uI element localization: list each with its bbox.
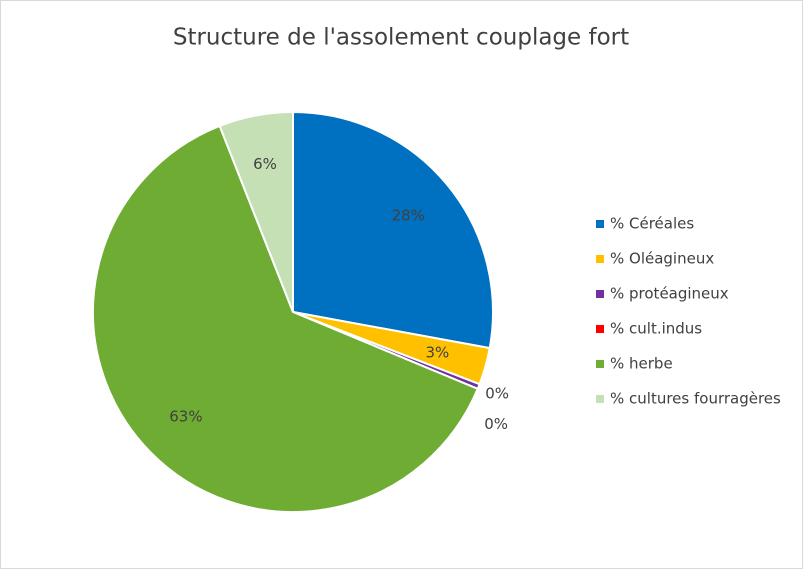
legend-label: % Céréales — [610, 215, 694, 233]
legend-swatch — [596, 290, 604, 298]
legend-label: % cultures fourragères — [610, 390, 781, 408]
legend-swatch — [596, 360, 604, 368]
data-label: 3% — [425, 343, 449, 361]
legend-swatch — [596, 255, 604, 263]
pie-slice — [218, 110, 294, 313]
legend-swatch — [596, 220, 604, 228]
legend-label: % herbe — [610, 355, 673, 373]
data-label: 28% — [392, 206, 425, 224]
legend-label: % cult.indus — [610, 320, 702, 338]
data-label: 63% — [169, 408, 202, 426]
chart-title: Structure de l'assolement couplage fort — [173, 25, 629, 51]
pie-slice — [292, 110, 494, 350]
legend-swatch — [596, 395, 604, 403]
data-label: 0% — [484, 415, 508, 433]
legend-label: % Oléagineux — [610, 250, 714, 268]
data-label: 6% — [253, 155, 277, 173]
pie-slice — [92, 124, 479, 513]
data-label: 0% — [485, 384, 509, 402]
legend-label: % protéagineux — [610, 285, 729, 303]
legend-swatch — [596, 325, 604, 333]
